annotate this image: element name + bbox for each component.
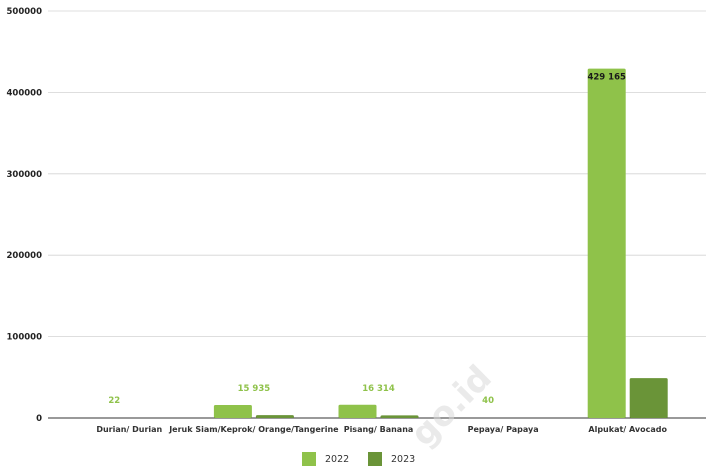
x-category-label: Pepaya/ Papaya [468,425,539,434]
data-label: 16 314 [362,384,395,394]
x-axis-categories: Durian/ Durian Jeruk Siam/Keprok/ Orange/… [96,425,667,434]
bar-2023 [380,415,419,418]
x-category-label: Jeruk Siam/Keprok/ Orange/Tangerine [168,425,339,434]
bar-2023 [255,415,294,418]
x-category-label: Pisang/ Banana [344,425,414,434]
x-category-label: Alpukat/ Avocado [588,425,667,434]
bar-2022 [338,404,377,418]
y-tick-label: 100000 [7,333,43,343]
data-label: 22 [108,396,120,406]
bar-2022 [213,405,252,418]
y-tick-label: 300000 [7,170,43,180]
x-category-label: Durian/ Durian [96,425,162,434]
y-axis-ticks: 0 100000 200000 300000 400000 500000 [7,7,43,424]
legend: 2022 2023 [302,452,415,466]
y-tick-label: 0 [36,414,42,424]
legend-swatch-2022 [302,452,316,466]
data-labels: 22 15 935 16 314 40 429 165 [108,73,626,406]
bar-2023 [629,378,668,418]
watermark: go.id [403,358,500,455]
y-tick-label: 500000 [7,7,43,17]
legend-label: 2022 [325,454,349,465]
data-label: 40 [482,396,494,406]
legend-label: 2023 [391,454,415,465]
y-tick-label: 400000 [7,88,43,98]
data-label: 429 165 [587,73,626,83]
data-label: 15 935 [238,384,271,394]
bars [213,68,668,418]
bar-2022 [587,68,626,418]
y-tick-label: 200000 [7,251,43,261]
legend-swatch-2023 [368,452,382,466]
